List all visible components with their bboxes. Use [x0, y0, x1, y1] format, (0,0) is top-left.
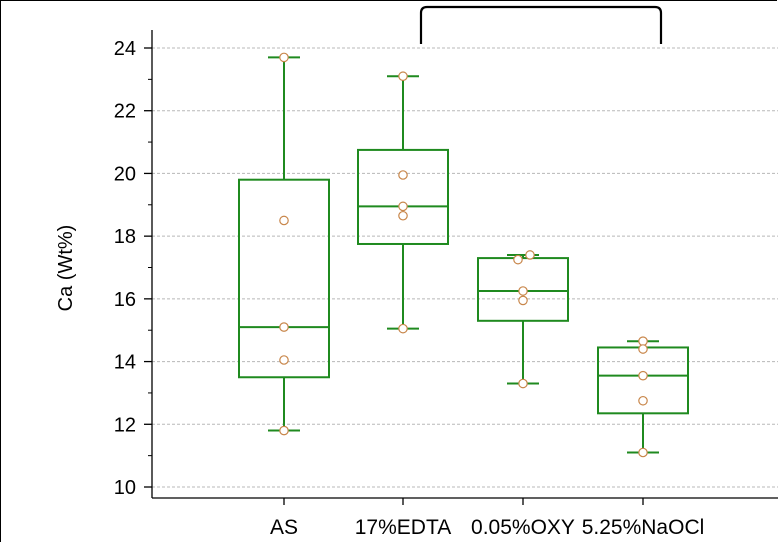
data-point [279, 355, 289, 365]
y-axis-title: Ca (Wt%) [55, 225, 77, 312]
y-tick-label: 12 [114, 414, 136, 436]
data-point [518, 286, 528, 296]
x-tick-label: 17%EDTA [355, 516, 451, 539]
gridlines [152, 47, 778, 488]
y-tick-label: 18 [114, 226, 136, 248]
data-point [638, 336, 648, 346]
x-tick-label: AS [270, 516, 298, 539]
boxes [238, 52, 689, 458]
box-iqr [477, 257, 569, 322]
box-group [477, 250, 569, 389]
y-tick-label: 24 [114, 38, 136, 60]
data-point [398, 210, 408, 221]
box-iqr [238, 178, 330, 379]
data-point [518, 295, 528, 306]
x-tick-label: 0.05%OXY [471, 516, 575, 539]
y-tick-label: 20 [114, 163, 136, 185]
data-point [525, 250, 535, 260]
box-group [357, 71, 449, 334]
annotations [419, 5, 663, 44]
data-point [398, 201, 408, 212]
box-group [238, 52, 330, 436]
data-point [638, 447, 648, 458]
data-point [279, 52, 289, 63]
data-point [513, 254, 523, 265]
box-iqr [357, 148, 449, 245]
data-point [638, 395, 648, 406]
data-point [398, 323, 408, 334]
y-tick-label: 14 [114, 352, 136, 374]
data-point [279, 322, 289, 332]
significance-bracket [419, 5, 663, 44]
data-point [398, 71, 408, 82]
x-tick-label: 5.25%NaOCl [582, 516, 705, 539]
data-point [279, 215, 289, 226]
y-axis-ticks: 10 12 14 16 18 20 22 24 [114, 38, 152, 499]
y-tick-label: 10 [114, 477, 136, 499]
data-point [638, 344, 648, 354]
y-tick-label: 16 [114, 289, 136, 311]
box-group [597, 336, 689, 458]
y-tick-label: 22 [114, 101, 136, 123]
data-point [518, 378, 528, 389]
data-point [398, 170, 408, 180]
x-axis-labels: AS 17%EDTA 0.05%OXY 5.25%NaOCl [270, 498, 704, 539]
data-point [638, 370, 648, 381]
data-point [279, 425, 289, 436]
